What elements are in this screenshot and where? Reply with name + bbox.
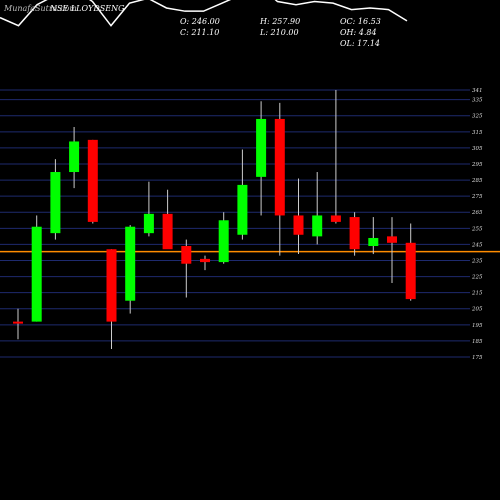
- candle: [69, 126, 80, 189]
- y-tick-label: 315: [472, 130, 483, 136]
- y-tick-label: 245: [471, 242, 483, 248]
- candle-body: [237, 184, 248, 235]
- candle: [125, 225, 136, 314]
- y-tick-label: 335: [472, 98, 483, 104]
- candle-body: [143, 213, 154, 234]
- candle-body: [181, 246, 192, 264]
- y-tick-label: 175: [472, 355, 483, 361]
- overlay-line-layer: [0, 0, 408, 27]
- ohlc-close: C: 211.10: [180, 28, 220, 37]
- y-tick-label: 215: [471, 291, 483, 297]
- candle-body: [50, 172, 61, 234]
- candle-body: [368, 237, 379, 247]
- ohlc-ol: OL: 17.14: [340, 39, 381, 48]
- candle: [330, 90, 341, 224]
- y-tick-label: 235: [471, 258, 483, 264]
- candle: [50, 159, 61, 240]
- candle: [368, 217, 379, 255]
- candle-body: [200, 258, 210, 263]
- candle: [162, 189, 173, 250]
- header-watermark: MunafaSutra.com: [4, 4, 77, 13]
- candle: [256, 101, 267, 216]
- y-tick-label: 255: [471, 226, 483, 232]
- y-tick-label: 325: [472, 114, 483, 120]
- grid-lines: [0, 89, 470, 358]
- candle: [405, 223, 416, 301]
- candle: [237, 149, 248, 240]
- ohlc-oc: OC: 16.53: [340, 17, 381, 26]
- y-tick-label: 275: [471, 194, 483, 200]
- candle-body: [405, 242, 416, 300]
- ohlc-oh: OH: 4.84: [340, 28, 377, 37]
- candle: [387, 217, 397, 284]
- candle-body: [162, 213, 173, 250]
- candle: [106, 249, 117, 349]
- candle-body: [106, 249, 117, 322]
- candle: [349, 212, 360, 256]
- candle: [143, 181, 154, 237]
- candle-body: [349, 217, 360, 250]
- candle-body: [13, 321, 23, 324]
- candle-body: [218, 220, 229, 263]
- overlay-line: [0, 0, 408, 27]
- candle: [13, 308, 23, 340]
- y-axis-ticks: 175 185 195 205 215 225 235 245 255 265 275 285 295 3…: [471, 88, 483, 361]
- ohlc-open: O: 246.00: [180, 17, 220, 26]
- ohlc-low: L: 210.00: [260, 28, 299, 37]
- y-tick-label: 185: [472, 339, 483, 345]
- candle-body: [312, 215, 323, 237]
- candle-body: [330, 215, 341, 222]
- candle: [312, 172, 323, 245]
- candle-body: [87, 139, 98, 222]
- header-symbol: NSE LLOYDSENG: [50, 4, 125, 13]
- y-tick-label: 265: [471, 210, 483, 216]
- y-tick-label: 305: [472, 146, 483, 152]
- y-tick-label: 295: [471, 162, 483, 168]
- candle-body: [293, 215, 304, 235]
- candle: [181, 239, 192, 298]
- candle-body: [31, 226, 42, 322]
- candle: [200, 255, 210, 271]
- candle: [31, 215, 42, 322]
- candle: [87, 139, 98, 224]
- candle-body: [256, 118, 267, 177]
- y-tick-label: 225: [471, 275, 483, 281]
- candle-body: [69, 141, 80, 173]
- candle: [274, 102, 285, 256]
- candle: [293, 178, 304, 255]
- y-tick-label: 205: [471, 307, 483, 313]
- candle-body: [274, 118, 285, 216]
- ohlc-high: H: 257.90: [260, 17, 301, 26]
- y-tick-label: 341: [472, 88, 483, 94]
- candle-body: [125, 226, 136, 301]
- candle: [218, 212, 229, 264]
- candle-body: [387, 236, 397, 243]
- y-tick-label: 195: [472, 323, 483, 329]
- y-tick-label: 285: [471, 178, 483, 184]
- candles: [13, 90, 416, 349]
